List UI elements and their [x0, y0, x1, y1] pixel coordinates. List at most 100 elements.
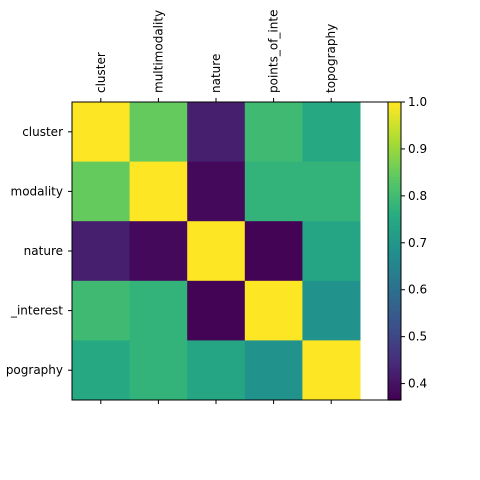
heatmap-cell	[187, 161, 246, 222]
colorbar-segment	[388, 185, 401, 190]
colorbar-segment	[388, 346, 401, 350]
colorbar-tick-label: 0.8	[408, 189, 427, 203]
colorbar-segment	[388, 388, 401, 392]
heatmap-cell	[244, 221, 303, 282]
colorbar-ticks: 0.4 0.5 0.6 0.7 0.8 0.9 1.0	[401, 95, 427, 391]
colorbar-segment	[388, 352, 401, 356]
heatmap-cell	[302, 340, 361, 401]
colorbar-segment	[388, 286, 401, 291]
heatmap-cell	[129, 102, 188, 163]
colorbar-segment	[388, 221, 401, 225]
y-tick-label: nature	[24, 244, 63, 258]
colorbar-segment	[388, 361, 401, 365]
colorbar-segment	[388, 343, 401, 347]
colorbar-segment	[388, 125, 401, 130]
colorbar-segment	[388, 227, 401, 231]
heatmap-cell	[129, 280, 188, 341]
colorbar-segment	[388, 149, 401, 154]
heatmap-cell	[72, 161, 131, 222]
colorbar-segment	[388, 194, 401, 198]
colorbar-segment	[388, 167, 401, 172]
colorbar-segment	[388, 134, 401, 139]
heatmap-cell	[244, 102, 303, 163]
colorbar	[387, 101, 402, 401]
colorbar-segment	[388, 268, 401, 273]
heatmap-cell	[187, 340, 246, 401]
heatmap-cell	[244, 161, 303, 222]
x-tick-label: nature	[209, 54, 223, 93]
colorbar-segment	[388, 316, 401, 321]
heatmap-cell	[72, 340, 131, 401]
colorbar-frame	[387, 101, 402, 401]
colorbar-segment	[388, 331, 401, 336]
colorbar-segment	[388, 158, 401, 163]
colorbar-segment	[388, 337, 401, 341]
colorbar-segment	[388, 131, 401, 136]
y-tick-label: cluster	[22, 125, 63, 139]
colorbar-segment	[388, 239, 401, 243]
colorbar-segment	[388, 122, 401, 127]
colorbar-segment	[388, 298, 401, 303]
colorbar-segment	[388, 310, 401, 315]
colorbar-tick-label: 0.5	[408, 330, 427, 344]
colorbar-segment	[388, 104, 401, 109]
colorbar-segment	[388, 110, 401, 115]
colorbar-segment	[388, 301, 401, 306]
colorbar-segment	[388, 236, 401, 240]
colorbar-segment	[388, 206, 401, 210]
heatmap-cell	[244, 280, 303, 341]
y-tick-label: modality	[11, 184, 63, 198]
colorbar-segment	[388, 358, 401, 362]
colorbar-segment	[388, 364, 401, 368]
colorbar-segment	[388, 256, 401, 261]
colorbar-segment	[388, 245, 401, 249]
colorbar-segment	[388, 119, 401, 124]
y-tick-label: pography	[6, 363, 63, 377]
colorbar-segment	[388, 376, 401, 380]
colorbar-segment	[388, 322, 401, 327]
heatmap-cell	[302, 280, 361, 341]
colorbar-segment	[388, 271, 401, 276]
colorbar-tick-label: 0.6	[408, 283, 427, 297]
colorbar-segment	[388, 370, 401, 374]
colorbar-segment	[388, 248, 401, 252]
colorbar-segment	[388, 304, 401, 309]
x-tick-label: topography	[324, 24, 338, 93]
colorbar-segment	[388, 102, 401, 106]
heatmap-cell	[187, 280, 246, 341]
colorbar-tick-label: 0.7	[408, 236, 427, 250]
colorbar-segment	[388, 170, 401, 175]
colorbar-segment	[388, 259, 401, 264]
colorbar-segment	[388, 253, 401, 258]
colorbar-segment	[388, 340, 401, 344]
colorbar-segment	[388, 394, 401, 398]
colorbar-segment	[388, 262, 401, 267]
colorbar-segment	[388, 107, 401, 112]
colorbar-segment	[388, 161, 401, 166]
colorbar-segment	[388, 179, 401, 184]
colorbar-segment	[388, 203, 401, 207]
colorbar-segment	[388, 191, 401, 195]
heatmap-cell	[244, 340, 303, 401]
x-axis-ticks: cluster multimodality nature points_of_inte…	[94, 10, 338, 404]
colorbar-segment	[388, 182, 401, 187]
heatmap-cell	[302, 221, 361, 282]
colorbar-segment	[388, 173, 401, 178]
colorbar-segment	[388, 373, 401, 377]
colorbar-segment	[388, 155, 401, 160]
heatmap-cells	[72, 102, 361, 401]
colorbar-segment	[388, 355, 401, 359]
colorbar-segment	[388, 382, 401, 386]
colorbar-segment	[388, 277, 401, 282]
x-tick-label: points_of_inte	[267, 10, 281, 93]
heatmap-cell	[72, 102, 131, 163]
colorbar-segment	[388, 137, 401, 142]
colorbar-segment	[388, 218, 401, 222]
colorbar-segment	[388, 176, 401, 181]
colorbar-segment	[388, 274, 401, 279]
colorbar-segment	[388, 325, 401, 330]
heatmap-cell	[72, 221, 131, 282]
colorbar-segment	[388, 397, 401, 401]
heatmap-cell	[129, 340, 188, 401]
